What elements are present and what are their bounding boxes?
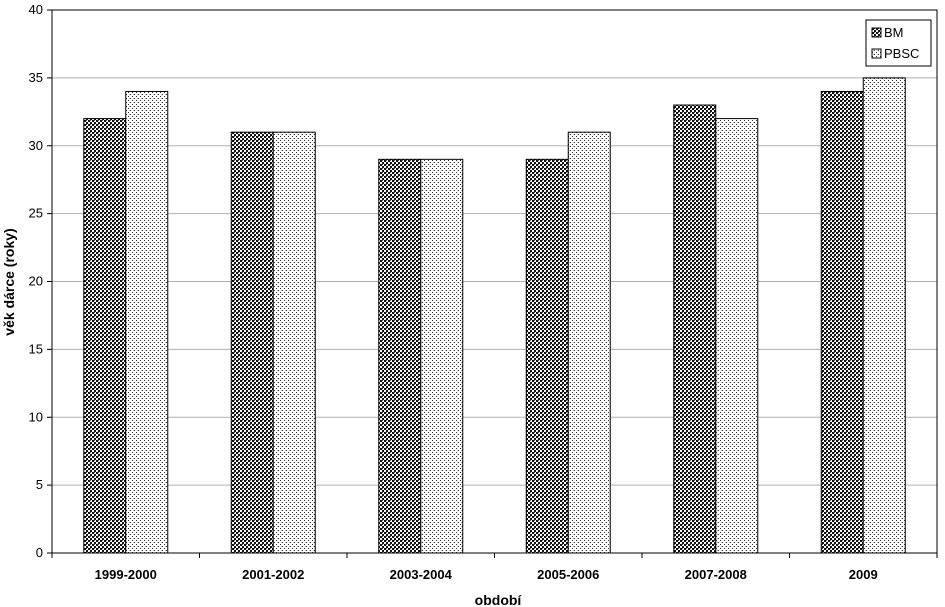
x-axis-title: období (475, 592, 523, 607)
x-tick-label-2005-2006: 2005-2006 (537, 567, 599, 582)
y-tick-label-15: 15 (29, 341, 43, 356)
y-tick-label-0: 0 (36, 545, 43, 560)
x-tick-label-1999-2000: 1999-2000 (95, 567, 157, 582)
bar-pbsc-2001-2002 (272, 131, 316, 554)
bar-pbsc-2007-2008 (715, 118, 759, 554)
gridlines (52, 9, 937, 486)
bar-pbsc-1999-2000 (125, 90, 169, 554)
y-axis-title: věk dárce (roky) (1, 228, 17, 335)
tick-labels: 0 5 10 15 20 25 30 35 40 1999-2000 2001-2002 2003-2… (29, 2, 878, 582)
bar-bm-2003-2004 (378, 158, 422, 554)
x-tick-label-2007-2008: 2007-2008 (685, 567, 747, 582)
bar-pbsc-2003-2004 (420, 158, 464, 554)
x-tick-label-2001-2002: 2001-2002 (242, 567, 304, 582)
bar-bm-1999-2000 (83, 118, 127, 554)
y-tick-label-25: 25 (29, 206, 43, 221)
y-tick-label-30: 30 (29, 138, 43, 153)
legend-label-bm: BM (884, 25, 904, 40)
y-tick-label-35: 35 (29, 70, 43, 85)
x-tick-label-2003-2004: 2003-2004 (390, 567, 453, 582)
y-tick-label-10: 10 (29, 409, 43, 424)
axes (47, 9, 938, 558)
legend-swatch-bm (871, 27, 882, 38)
bar-pbsc-2009 (862, 77, 906, 554)
legend-swatch-pbsc (871, 48, 882, 59)
legend-label-pbsc: PBSC (884, 46, 919, 61)
bar-bm-2005-2006 (525, 158, 569, 554)
bar-bm-2001-2002 (230, 131, 274, 554)
y-tick-label-40: 40 (29, 2, 43, 17)
x-tick-label-2009: 2009 (849, 567, 878, 582)
bars (83, 77, 906, 554)
bar-bm-2007-2008 (673, 104, 717, 554)
bar-pbsc-2005-2006 (567, 131, 611, 554)
y-tick-label-20: 20 (29, 274, 43, 289)
bar-bm-2009 (820, 90, 864, 554)
y-tick-label-5: 5 (36, 477, 43, 492)
legend: BM PBSC (865, 19, 932, 67)
